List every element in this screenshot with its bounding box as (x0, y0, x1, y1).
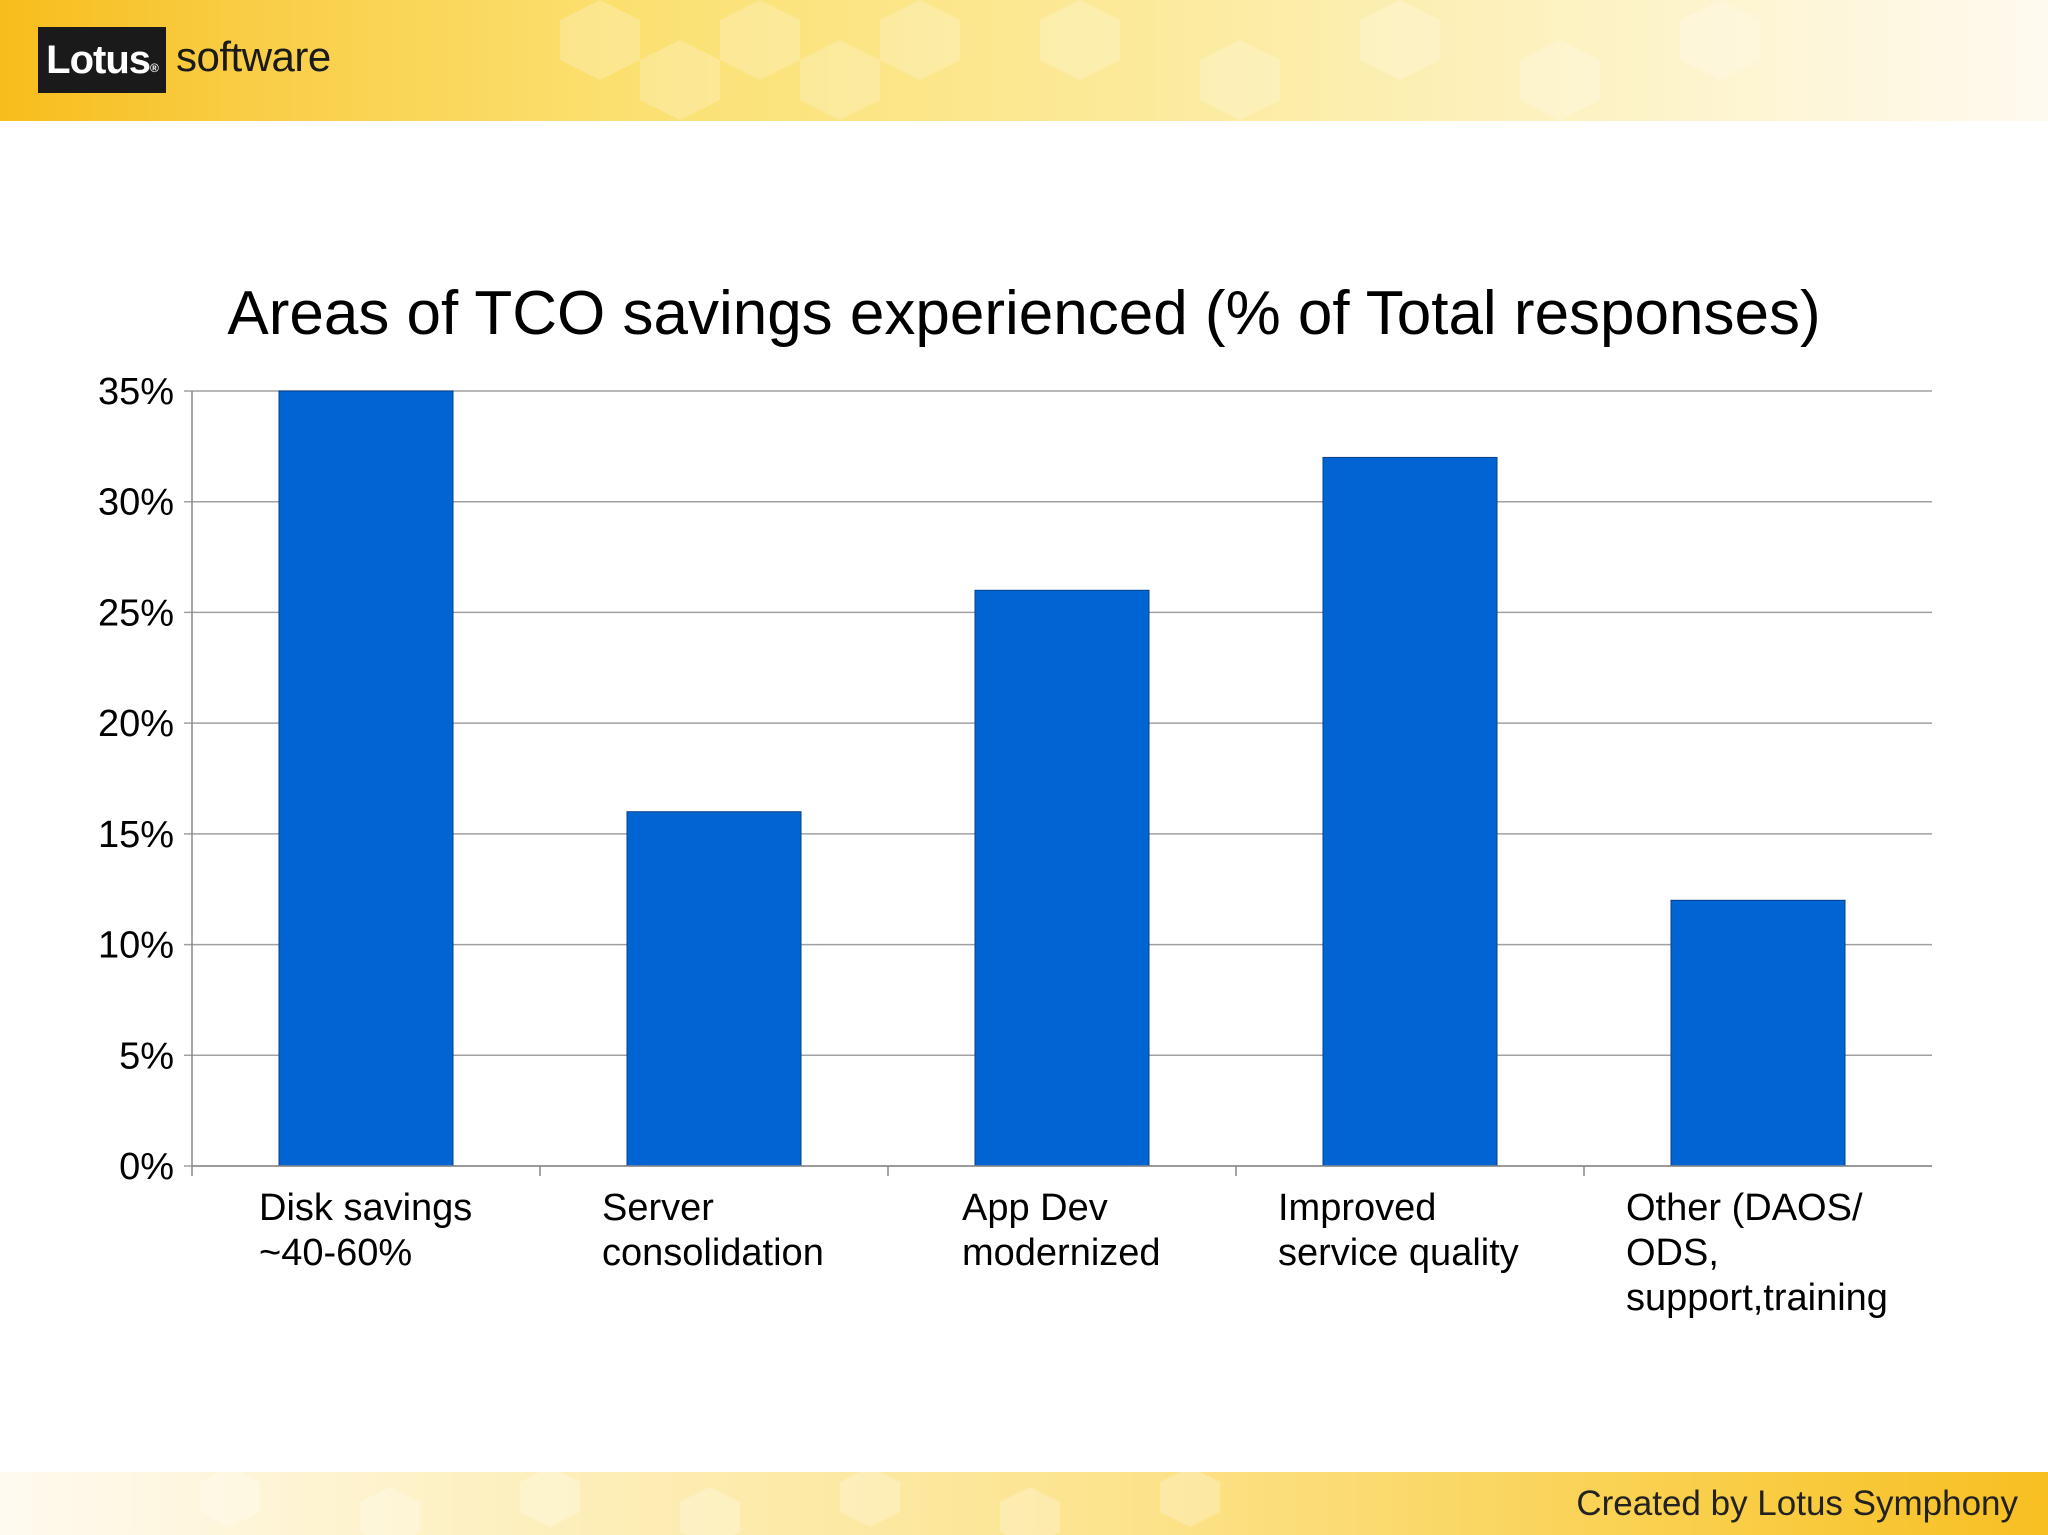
bar-chart: Areas of TCO savings experienced (% of T… (98, 279, 1932, 1319)
header-band: Lotus® software (0, 0, 2048, 121)
footer-honeycomb-pattern (200, 1472, 1220, 1535)
lotus-logo: Lotus® (38, 27, 166, 93)
x-category-label: Improved service quality (1278, 1187, 1519, 1274)
x-category-label: Other (DAOS/ODS, support,training (1626, 1187, 1888, 1319)
y-tick-label: 5% (119, 1035, 174, 1077)
axis-layer (191, 391, 1932, 1176)
bar-layer (278, 390, 1846, 1167)
footer-band: Created by Lotus Symphony (0, 1472, 2048, 1535)
y-tick-label: 30% (98, 482, 174, 524)
footer-credit: Created by Lotus Symphony (1576, 1484, 2018, 1523)
bar-2 (974, 589, 1150, 1167)
y-tick-label: 10% (98, 925, 174, 967)
y-tick-label: 15% (98, 814, 174, 856)
bar-3 (1322, 456, 1498, 1167)
x-category-label: Server consolidation (602, 1187, 824, 1274)
y-tick-label: 35% (98, 371, 174, 413)
y-tick-label: 0% (119, 1146, 174, 1188)
y-tick-label: 20% (98, 703, 174, 745)
logo-product-text: software (176, 33, 331, 80)
x-category-label: Disk savings ~40-60% (259, 1187, 472, 1274)
honeycomb-pattern (560, 0, 1760, 120)
bar-1 (626, 811, 802, 1167)
x-category-label: App Dev modernized (962, 1187, 1161, 1274)
label-layer: 0% 5% 10% 15% 20% 25% 30% 35% Disk savings ~40-60… (98, 371, 1888, 1319)
y-tick-label: 25% (98, 592, 174, 634)
chart-title: Areas of TCO savings experienced (% of T… (227, 279, 1820, 348)
bar-4 (1670, 899, 1846, 1167)
bar-0 (278, 390, 454, 1167)
